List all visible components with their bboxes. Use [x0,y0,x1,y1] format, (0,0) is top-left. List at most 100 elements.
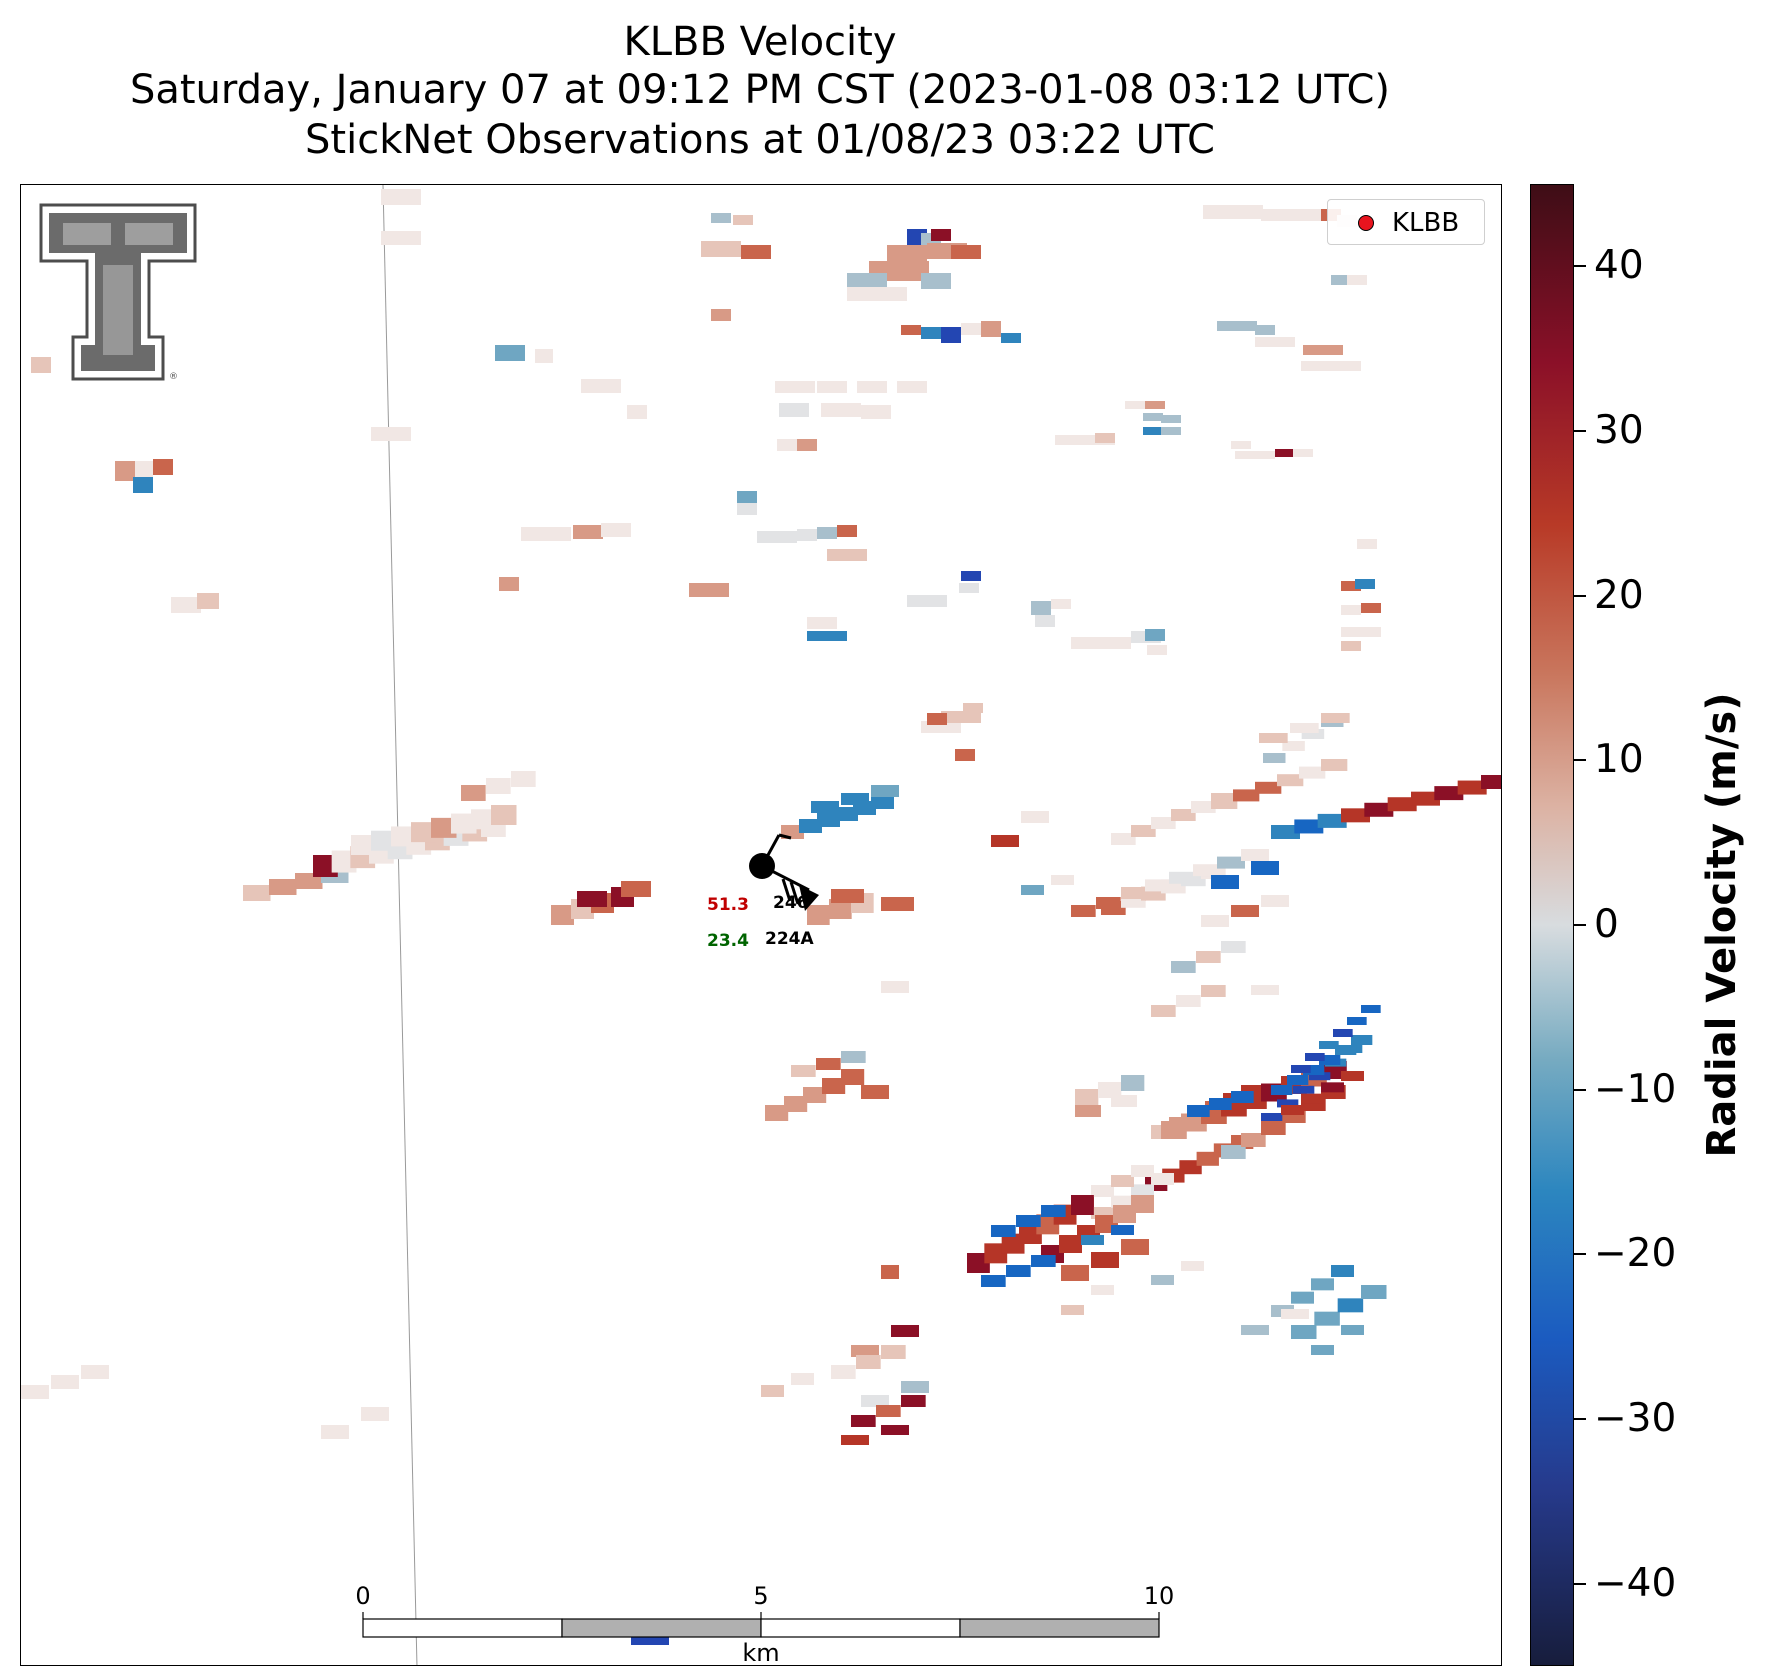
velocity-gate [1059,1235,1082,1253]
velocity-gate [737,491,757,503]
velocity-gate [1217,856,1245,869]
velocity-gate [881,1425,909,1435]
velocity-gate [733,215,753,225]
velocity-gate [269,879,297,895]
velocity-gate [871,795,894,809]
velocity-gate [461,785,486,801]
velocity-gate [1291,1325,1317,1339]
velocity-gate [1113,1205,1136,1223]
velocity-gate [313,855,338,877]
velocity-gate [1071,637,1131,649]
velocity-gate [1311,1278,1334,1291]
velocity-gate [931,229,951,241]
velocity-gate [1271,825,1300,839]
velocity-gate [927,713,947,725]
velocity-gate [951,245,981,259]
velocity-gate [521,527,571,541]
velocity-gate [831,889,864,903]
velocity-gate [1241,1133,1266,1147]
velocity-gate [1081,1235,1104,1245]
velocity-gate [371,830,397,851]
colorbar-tick-mark [1574,1088,1586,1091]
velocity-gate [51,1375,79,1389]
velocity-gate [967,1253,990,1273]
wind-barb-upper-flag [778,833,792,840]
velocity-gate [1001,333,1021,343]
velocity-gate [1261,895,1289,907]
colorbar [1530,184,1574,1666]
velocity-gate [1301,361,1341,371]
velocity-gate [784,1096,808,1112]
velocity-gate [841,1069,865,1085]
velocity-gate [1071,905,1096,917]
velocity-gate [881,981,909,993]
velocity-gate [701,241,741,257]
velocity-gate [1321,1082,1344,1093]
velocity-gate [1091,1185,1114,1197]
velocity-gate [1434,786,1464,801]
velocity-gate [1255,337,1295,347]
velocity-gate [601,523,631,537]
velocity-gate [1019,1224,1042,1244]
velocity-gate [1111,1175,1134,1187]
velocity-gate [1031,1255,1056,1267]
velocity-gate [1293,1085,1315,1094]
velocity-gate [881,1265,899,1279]
velocity-gate [1361,603,1381,613]
radar-map-panel[interactable]: ® 51.3 23.4 246 224A 0 5 10 [20,184,1502,1666]
velocity-gate [901,325,921,335]
velocity-gate [1347,275,1367,285]
velocity-gate [1235,451,1275,459]
sticknet-station-plot[interactable]: 51.3 23.4 246 224A [707,833,819,951]
colorbar-tick-label: 30 [1594,408,1644,453]
velocity-gate [1231,441,1251,449]
colorbar-tick-mark [1574,594,1586,597]
colorbar-tick-label: 0 [1594,902,1619,947]
velocity-gate [961,571,981,581]
velocity-gate [1211,875,1239,889]
velocity-gate [861,405,891,419]
velocity-gate [1309,1072,1331,1081]
velocity-gate [1481,775,1501,789]
velocity-gate [907,595,947,607]
velocity-gate [1131,1184,1154,1197]
colorbar-tick-mark [1574,430,1586,432]
velocity-gate [1193,864,1221,877]
velocity-gate [1179,1160,1202,1175]
velocity-gate [799,819,822,833]
velocity-gate [817,381,847,393]
velocity-gate [1051,875,1074,885]
velocity-gate [1277,1099,1299,1108]
velocity-gate [901,1395,926,1407]
velocity-gate [775,381,815,393]
velocity-gate [1091,1252,1119,1268]
velocity-gate [1143,427,1163,435]
velocity-gate [431,817,457,838]
velocity-gate [1075,1105,1101,1117]
velocity-gate [133,477,153,493]
colorbar-tick-mark [1574,265,1586,268]
velocity-gate [499,577,519,591]
velocity-gate [881,1345,906,1359]
velocity-gate [495,345,525,361]
velocity-gate [1251,861,1279,875]
velocity-gate [861,1395,889,1407]
velocity-gate [1337,1298,1364,1313]
velocity-gate [1121,1075,1145,1091]
velocity-gate [1217,321,1257,331]
velocity-gate [807,617,837,629]
colorbar-tick-label: −30 [1594,1396,1677,1441]
velocity-gate [737,503,757,515]
velocity-gate [1111,833,1136,845]
velocity-gate [1335,1045,1357,1055]
velocity-gate [1036,1214,1060,1235]
velocity-gate [1176,995,1201,1007]
velocity-gate [171,597,201,613]
velocity-gate [817,527,837,539]
velocity-gate [1201,915,1229,927]
velocity-gate [1251,985,1279,995]
velocity-gate [897,381,927,393]
velocity-gate [1341,627,1381,637]
velocity-gate [1061,1305,1084,1315]
velocity-gate [757,531,797,543]
